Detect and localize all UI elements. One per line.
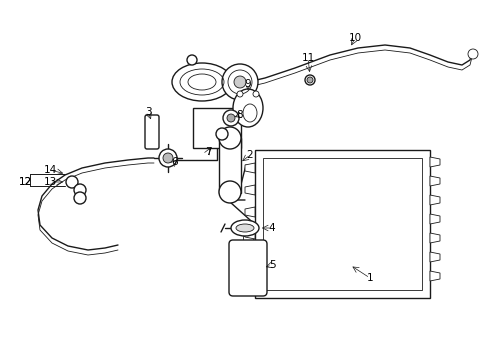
Polygon shape — [245, 207, 255, 217]
Circle shape — [305, 75, 315, 85]
Text: 5: 5 — [269, 260, 275, 270]
Circle shape — [237, 91, 243, 97]
Circle shape — [216, 128, 228, 140]
Circle shape — [219, 181, 241, 203]
Circle shape — [74, 192, 86, 204]
Text: 4: 4 — [269, 223, 275, 233]
Circle shape — [223, 110, 239, 126]
Polygon shape — [430, 271, 440, 281]
Circle shape — [159, 149, 177, 167]
Circle shape — [253, 91, 259, 97]
Ellipse shape — [172, 63, 232, 101]
Text: 12: 12 — [19, 177, 32, 187]
Text: 10: 10 — [348, 33, 362, 43]
Text: 11: 11 — [301, 53, 315, 63]
Circle shape — [74, 184, 86, 196]
Bar — [255, 150, 430, 298]
Bar — [219, 138, 241, 193]
Ellipse shape — [236, 224, 254, 232]
Polygon shape — [430, 233, 440, 243]
Ellipse shape — [231, 220, 259, 236]
Polygon shape — [245, 251, 255, 261]
Text: 14: 14 — [44, 165, 57, 175]
Text: 13: 13 — [44, 177, 57, 187]
Bar — [243, 236, 253, 244]
Text: 8: 8 — [237, 110, 244, 120]
Text: 9: 9 — [245, 79, 251, 89]
Text: 2: 2 — [246, 150, 253, 160]
Text: 12: 12 — [19, 177, 32, 187]
FancyBboxPatch shape — [229, 240, 267, 296]
Circle shape — [468, 49, 478, 59]
Circle shape — [307, 77, 313, 83]
Bar — [263, 158, 422, 290]
Polygon shape — [245, 185, 255, 195]
Text: 3: 3 — [145, 107, 151, 117]
Circle shape — [222, 64, 258, 100]
Bar — [193, 108, 241, 148]
FancyBboxPatch shape — [145, 115, 159, 149]
Polygon shape — [245, 163, 255, 173]
Circle shape — [234, 76, 246, 88]
Ellipse shape — [243, 104, 257, 122]
Circle shape — [187, 55, 197, 65]
Ellipse shape — [233, 89, 263, 127]
Polygon shape — [430, 252, 440, 262]
Text: 1: 1 — [367, 273, 373, 283]
Polygon shape — [245, 229, 255, 239]
Polygon shape — [430, 195, 440, 205]
Circle shape — [163, 153, 173, 163]
Circle shape — [219, 127, 241, 149]
Text: 6: 6 — [172, 157, 178, 167]
Circle shape — [227, 114, 235, 122]
Circle shape — [66, 176, 78, 188]
Polygon shape — [245, 273, 255, 283]
Polygon shape — [430, 157, 440, 167]
Polygon shape — [430, 176, 440, 186]
Text: 7: 7 — [205, 147, 211, 157]
Polygon shape — [430, 214, 440, 224]
